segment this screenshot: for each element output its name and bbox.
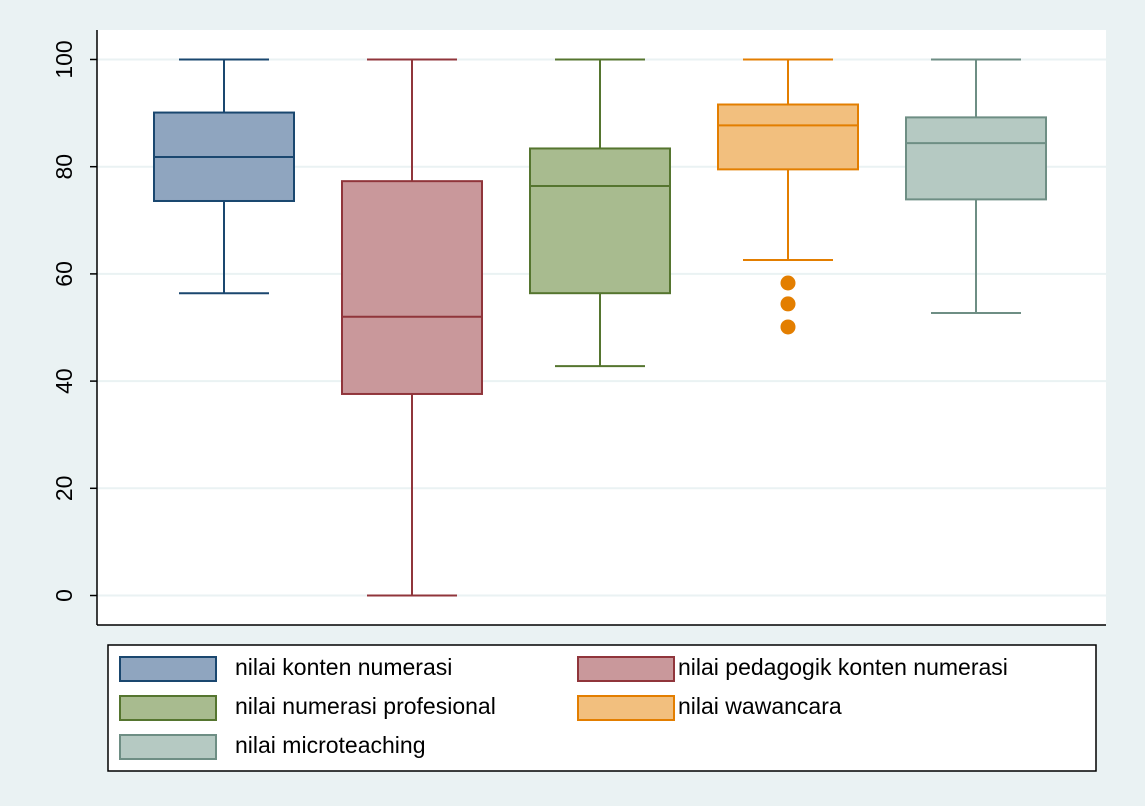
box — [717, 103, 859, 171]
box — [529, 147, 671, 295]
legend-swatch — [119, 695, 217, 721]
legend-label: nilai wawancara — [678, 693, 842, 719]
y-tick-label: 20 — [51, 476, 77, 502]
legend-label: nilai pedagogik konten numerasi — [678, 654, 1008, 680]
y-tick-label: 0 — [51, 589, 77, 602]
legend-swatch — [577, 656, 675, 682]
legend-label: nilai microteaching — [235, 732, 425, 758]
legend-label: nilai numerasi profesional — [235, 693, 496, 719]
box — [341, 180, 483, 395]
outlier — [780, 296, 796, 312]
y-tick-label: 100 — [51, 40, 77, 78]
box — [905, 116, 1047, 201]
y-tick-label: 40 — [51, 368, 77, 394]
y-tick-label: 60 — [51, 261, 77, 287]
legend-label: nilai konten numerasi — [235, 654, 452, 680]
legend-swatch — [577, 695, 675, 721]
outlier — [780, 275, 796, 291]
y-tick-label: 80 — [51, 154, 77, 180]
legend-swatch — [119, 734, 217, 760]
outlier — [780, 319, 796, 335]
legend-swatch — [119, 656, 217, 682]
